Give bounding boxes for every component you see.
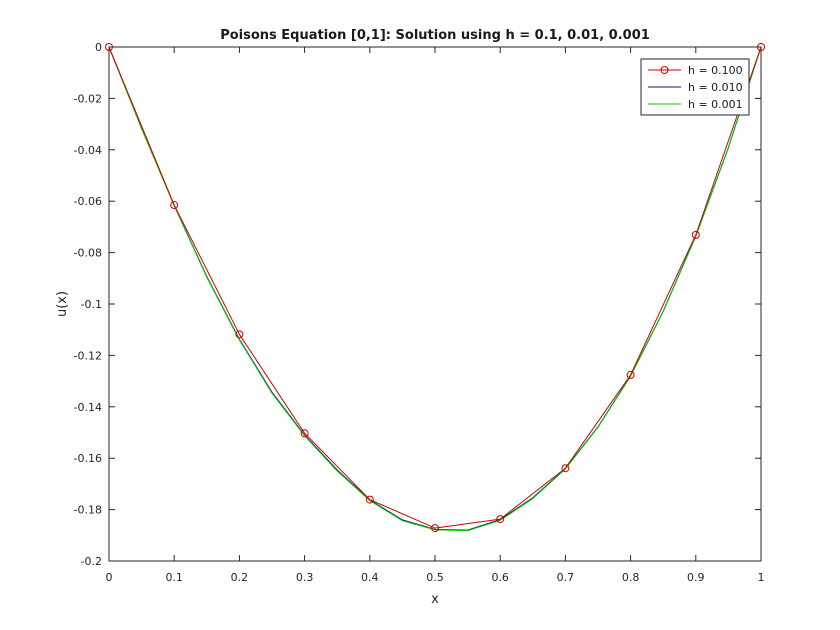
x-tick-label: 0.6	[491, 571, 509, 584]
x-tick-label: 0.3	[296, 571, 314, 584]
x-axis-label: x	[431, 592, 439, 607]
x-tick-label: 0	[106, 571, 113, 584]
series-layer	[105, 43, 765, 533]
x-tick-label: 0.2	[231, 571, 249, 584]
series-1-point	[691, 230, 700, 239]
series-1-point	[626, 370, 635, 379]
axes-box	[108, 46, 762, 562]
y-tick-label: -0.08	[74, 247, 102, 260]
x-tick-label: 0.1	[165, 571, 183, 584]
series-1-point	[105, 43, 113, 51]
y-tick-label: 0	[95, 41, 102, 54]
series-1-point	[496, 515, 505, 524]
legend-label: h = 0.010	[688, 81, 743, 94]
series-1-point	[235, 330, 244, 339]
series-1-point	[431, 524, 439, 533]
y-axis: 0 -0.02 -0.04 -0.06 -0.08 -0.1 -0.12 -0.14 -0.16…	[74, 41, 761, 568]
legend-marker	[660, 66, 669, 74]
series-line-3	[108, 46, 762, 532]
y-tick-label: -0.06	[74, 195, 102, 208]
series-line-1	[108, 46, 762, 529]
x-tick-label: 0.8	[622, 571, 640, 584]
series-1-point	[170, 201, 179, 210]
y-tick-label: -0.16	[74, 452, 102, 465]
series-1-point	[561, 464, 570, 473]
y-tick-label: -0.2	[81, 555, 102, 568]
x-tick-label: 0.4	[361, 571, 379, 584]
legend-label: h = 0.100	[688, 64, 743, 77]
y-tick-label: -0.14	[74, 401, 102, 414]
y-tick-label: -0.18	[74, 504, 102, 517]
chart-title: Poisons Equation [0,1]: Solution using h…	[220, 28, 650, 43]
y-tick-label: -0.1	[81, 298, 102, 311]
x-tick-label: 1	[758, 571, 765, 584]
series-1-point	[300, 429, 309, 438]
y-tick-label: -0.02	[74, 92, 102, 105]
plot-area	[108, 46, 762, 562]
legend-label: h = 0.001	[688, 98, 743, 111]
x-tick-label: 0.9	[687, 571, 705, 584]
series-1-point	[757, 43, 765, 51]
y-axis-label: u(x)	[55, 291, 70, 317]
y-tick-label: -0.12	[74, 349, 102, 362]
x-axis: 0 0.1 0.2 0.3 0.4 0.5 0.6 0.7 0.8 0.9 1	[106, 47, 765, 584]
x-tick-label: 0.7	[557, 571, 575, 584]
series-1-point	[365, 495, 374, 504]
y-tick-label: -0.04	[74, 144, 102, 157]
x-tick-label: 0.5	[426, 571, 444, 584]
legend: h = 0.100 h = 0.010 h = 0.001	[640, 58, 750, 116]
